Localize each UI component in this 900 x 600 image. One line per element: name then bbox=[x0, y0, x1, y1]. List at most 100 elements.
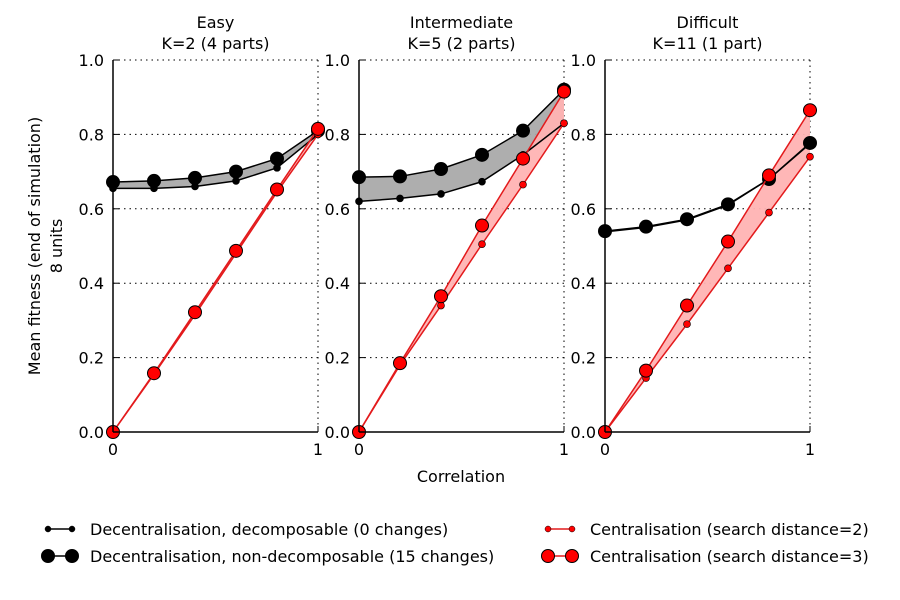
legend-label: Decentralisation, decomposable (0 change… bbox=[90, 520, 448, 539]
x-axis-label: Correlation bbox=[417, 467, 505, 486]
y-tick-label: 0.6 bbox=[571, 200, 596, 219]
x-tick-label: 0 bbox=[108, 440, 118, 459]
data-point bbox=[475, 147, 489, 162]
data-point bbox=[434, 289, 448, 304]
data-point bbox=[721, 234, 735, 249]
data-point bbox=[188, 170, 202, 185]
data-point bbox=[229, 243, 243, 258]
data-point bbox=[680, 212, 694, 227]
y-tick-label: 0.6 bbox=[325, 200, 350, 219]
data-point bbox=[396, 194, 404, 203]
series-line-4 bbox=[112, 128, 319, 433]
y-tick-label: 0.4 bbox=[79, 274, 104, 293]
x-tick-label: 0 bbox=[600, 440, 610, 459]
y-tick-label: 0.6 bbox=[79, 200, 104, 219]
panel-subtitle: K=5 (2 parts) bbox=[407, 34, 515, 53]
panel-2: Intermediate K=5 (2 parts) 0.0 0.2 0.4 0.6 0.8… bbox=[325, 13, 571, 459]
y-tick-label: 0.4 bbox=[571, 274, 596, 293]
panel-subtitle: K=2 (4 parts) bbox=[161, 34, 269, 53]
panel-title: Easy bbox=[197, 13, 235, 32]
y-tick-label: 1.0 bbox=[79, 51, 104, 70]
data-point bbox=[475, 218, 489, 233]
series-line-4 bbox=[358, 91, 565, 433]
data-point bbox=[519, 180, 527, 189]
data-point bbox=[516, 123, 530, 138]
legend-marker bbox=[41, 549, 55, 563]
data-point bbox=[721, 197, 735, 212]
legend-item-3: Centralisation (search distance=2) bbox=[544, 520, 869, 539]
data-point bbox=[393, 356, 407, 371]
data-point bbox=[639, 219, 653, 234]
data-point bbox=[724, 264, 732, 273]
y-axis-label: Mean fitness (end of simulation) bbox=[25, 117, 44, 375]
data-point bbox=[270, 182, 284, 197]
y-tick-label: 0.0 bbox=[571, 423, 596, 442]
y-tick-label: 1.0 bbox=[571, 51, 596, 70]
series-line-3 bbox=[358, 122, 565, 433]
data-point bbox=[560, 119, 568, 128]
data-point bbox=[311, 121, 325, 136]
data-point bbox=[765, 208, 773, 217]
series-line-3 bbox=[604, 156, 811, 433]
data-point bbox=[270, 151, 284, 166]
legend-marker bbox=[541, 549, 555, 563]
data-point bbox=[147, 366, 161, 381]
series-line-4 bbox=[604, 109, 811, 433]
legend-marker bbox=[44, 525, 52, 533]
data-point bbox=[478, 177, 486, 186]
data-point bbox=[803, 103, 817, 118]
legend-marker bbox=[565, 549, 579, 563]
y-tick-label: 0.0 bbox=[79, 423, 104, 442]
y-tick-label: 0.8 bbox=[325, 125, 350, 144]
y-tick-label: 0.4 bbox=[325, 274, 350, 293]
data-point bbox=[639, 363, 653, 378]
y-tick-label: 1.0 bbox=[325, 51, 350, 70]
panel-title: Difficult bbox=[677, 13, 739, 32]
legend-item-2: Decentralisation, non-decomposable (15 c… bbox=[41, 547, 494, 566]
series-line-1 bbox=[113, 133, 319, 190]
data-point bbox=[680, 298, 694, 313]
legend-marker bbox=[544, 525, 552, 533]
legend-label: Centralisation (search distance=2) bbox=[590, 520, 869, 539]
x-tick-label: 1 bbox=[559, 440, 569, 459]
x-tick-label: 1 bbox=[313, 440, 323, 459]
legend-marker bbox=[65, 549, 79, 563]
data-point bbox=[516, 151, 530, 166]
legend-item-1: Decentralisation, decomposable (0 change… bbox=[44, 520, 448, 539]
data-point bbox=[803, 135, 817, 150]
y-tick-label: 0.2 bbox=[571, 349, 596, 368]
legend-label: Decentralisation, non-decomposable (15 c… bbox=[90, 547, 494, 566]
y-tick-label: 0.0 bbox=[325, 423, 350, 442]
legend-label: Centralisation (search distance=3) bbox=[590, 547, 869, 566]
y-tick-label: 0.2 bbox=[79, 349, 104, 368]
data-point bbox=[762, 168, 776, 183]
data-point bbox=[434, 161, 448, 176]
data-point bbox=[229, 164, 243, 179]
x-tick-label: 1 bbox=[805, 440, 815, 459]
data-point bbox=[683, 320, 691, 328]
decentralisation-band bbox=[359, 89, 564, 202]
legend-marker bbox=[568, 525, 576, 533]
data-point bbox=[557, 84, 571, 99]
y-tick-label: 0.8 bbox=[79, 125, 104, 144]
data-point bbox=[188, 305, 202, 320]
legend: Decentralisation, decomposable (0 change… bbox=[41, 520, 869, 566]
y-tick-label: 0.2 bbox=[325, 349, 350, 368]
data-point bbox=[393, 169, 407, 184]
y-axis-label-units: 8 units bbox=[47, 219, 66, 274]
y-tick-label: 0.8 bbox=[571, 125, 596, 144]
panel-3: Difficult K=11 (1 part) 0.0 0.2 0.4 0.6 0.8 1.0… bbox=[571, 13, 817, 459]
panel-1: Easy K=2 (4 parts) 0.0 0.2 0.4 0.6 0.8 1.0 0 1 bbox=[79, 13, 325, 459]
panel-subtitle: K=11 (1 part) bbox=[653, 34, 763, 53]
panel-title: Intermediate bbox=[410, 13, 513, 32]
x-tick-label: 0 bbox=[354, 440, 364, 459]
data-point bbox=[147, 173, 161, 188]
series-line-1 bbox=[358, 122, 565, 203]
legend-item-4: Centralisation (search distance=3) bbox=[541, 547, 869, 566]
legend-marker bbox=[68, 525, 76, 533]
data-point bbox=[806, 152, 814, 161]
data-point bbox=[478, 240, 486, 248]
data-point bbox=[437, 190, 445, 198]
